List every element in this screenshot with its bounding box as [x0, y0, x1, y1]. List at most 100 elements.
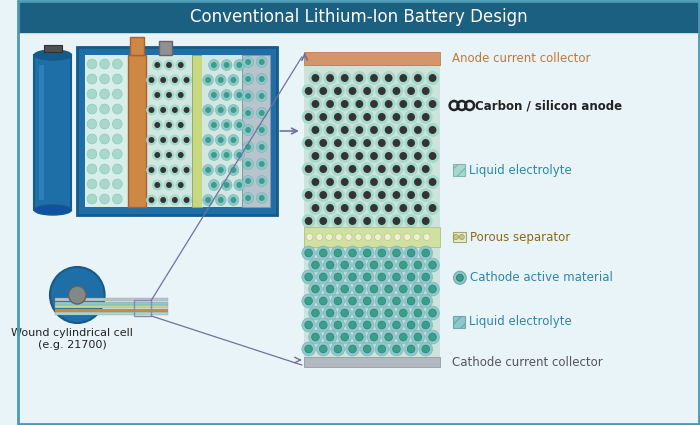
Bar	[55, 298, 168, 301]
Circle shape	[312, 261, 319, 269]
Circle shape	[155, 152, 160, 158]
Circle shape	[155, 122, 160, 128]
Circle shape	[378, 345, 386, 353]
Circle shape	[158, 164, 169, 176]
Circle shape	[370, 126, 378, 134]
Circle shape	[326, 285, 334, 293]
Circle shape	[181, 195, 192, 206]
Circle shape	[334, 273, 342, 281]
Bar	[146, 55, 192, 207]
Circle shape	[393, 165, 400, 173]
Circle shape	[426, 123, 440, 137]
Circle shape	[407, 297, 415, 305]
Circle shape	[363, 191, 371, 199]
Circle shape	[393, 217, 400, 225]
Circle shape	[181, 164, 192, 176]
Circle shape	[338, 306, 351, 320]
Circle shape	[99, 104, 109, 114]
Circle shape	[326, 100, 334, 108]
Circle shape	[152, 179, 162, 190]
Circle shape	[331, 162, 344, 176]
Circle shape	[405, 214, 418, 228]
Circle shape	[341, 333, 349, 341]
Circle shape	[393, 113, 400, 121]
Circle shape	[169, 74, 181, 85]
Circle shape	[183, 77, 190, 83]
Circle shape	[172, 77, 178, 83]
Circle shape	[176, 119, 186, 130]
Circle shape	[346, 188, 359, 202]
Circle shape	[312, 285, 319, 293]
Circle shape	[326, 74, 334, 82]
Circle shape	[384, 233, 391, 241]
Circle shape	[87, 149, 97, 159]
Text: Cathode active material: Cathode active material	[470, 271, 612, 284]
Circle shape	[228, 195, 239, 206]
Circle shape	[390, 84, 403, 98]
Circle shape	[375, 188, 389, 202]
Circle shape	[385, 204, 393, 212]
Circle shape	[385, 126, 393, 134]
Circle shape	[224, 62, 230, 68]
Circle shape	[211, 92, 217, 98]
Circle shape	[405, 136, 418, 150]
Circle shape	[419, 342, 433, 356]
Circle shape	[428, 204, 437, 212]
Circle shape	[319, 217, 327, 225]
Circle shape	[326, 152, 334, 160]
Circle shape	[160, 77, 166, 83]
Circle shape	[422, 113, 430, 121]
Circle shape	[375, 136, 389, 150]
Circle shape	[309, 258, 322, 272]
Circle shape	[334, 165, 342, 173]
Circle shape	[349, 297, 356, 305]
Circle shape	[426, 258, 440, 272]
Circle shape	[319, 345, 327, 353]
Circle shape	[176, 150, 186, 161]
Circle shape	[375, 270, 389, 284]
Circle shape	[424, 233, 430, 241]
Circle shape	[349, 165, 356, 173]
Circle shape	[218, 167, 224, 173]
Circle shape	[341, 74, 349, 82]
Circle shape	[356, 178, 363, 186]
Circle shape	[176, 90, 186, 100]
Circle shape	[375, 246, 389, 260]
Circle shape	[312, 309, 319, 317]
Circle shape	[405, 110, 418, 124]
Circle shape	[221, 150, 232, 161]
Circle shape	[158, 134, 169, 145]
Circle shape	[319, 87, 327, 95]
Circle shape	[390, 162, 403, 176]
Circle shape	[160, 137, 166, 143]
Circle shape	[323, 330, 337, 344]
Circle shape	[331, 84, 344, 98]
Circle shape	[302, 342, 316, 356]
Circle shape	[346, 84, 359, 98]
Ellipse shape	[34, 50, 71, 60]
Circle shape	[234, 179, 245, 190]
Circle shape	[338, 201, 351, 215]
Circle shape	[256, 176, 267, 187]
Circle shape	[99, 179, 109, 189]
Circle shape	[319, 165, 327, 173]
Circle shape	[414, 152, 422, 160]
Circle shape	[382, 97, 395, 111]
Circle shape	[396, 201, 410, 215]
Circle shape	[338, 258, 351, 272]
Circle shape	[99, 59, 109, 69]
Circle shape	[341, 152, 349, 160]
Circle shape	[302, 318, 316, 332]
Bar	[242, 55, 270, 207]
Circle shape	[400, 100, 407, 108]
Circle shape	[69, 286, 86, 304]
Circle shape	[375, 84, 389, 98]
Circle shape	[221, 179, 232, 190]
Circle shape	[338, 71, 351, 85]
Circle shape	[378, 297, 386, 305]
Circle shape	[356, 261, 363, 269]
Circle shape	[360, 214, 374, 228]
Circle shape	[363, 345, 371, 353]
Circle shape	[414, 233, 421, 241]
Circle shape	[203, 195, 214, 206]
